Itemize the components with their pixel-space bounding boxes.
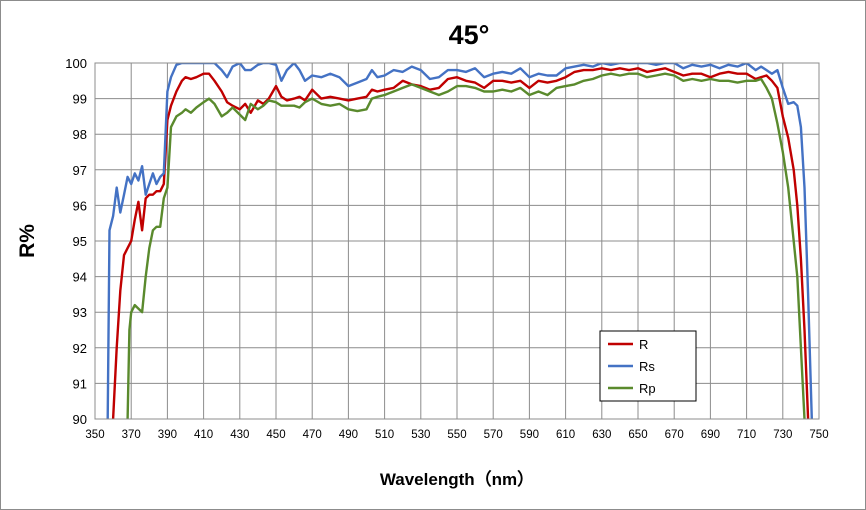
legend-label-r: R (639, 337, 648, 352)
y-tick-labels: 90 91 92 93 94 95 96 97 98 99 100 (65, 56, 87, 427)
x-tick-labels: 350 370 390 410 430 450 470 490 510 530 550 570 590 6… (85, 429, 828, 441)
series-line-rs (106, 63, 813, 419)
plot-border (94, 62, 820, 420)
x-tick-label: 550 (447, 429, 466, 441)
legend: R Rs Rp (599, 330, 697, 402)
x-tick-label: 430 (230, 429, 249, 441)
x-tick-label: 570 (484, 429, 503, 441)
y-axis-label: R% (16, 224, 39, 258)
x-tick-label: 750 (809, 429, 828, 441)
x-tick-label: 690 (701, 429, 720, 441)
x-tick-label: 530 (411, 429, 430, 441)
x-tick-label: 390 (158, 429, 177, 441)
series-lines (106, 63, 813, 419)
y-tick-label: 91 (73, 376, 87, 391)
y-tick-label: 100 (65, 56, 87, 71)
chart-title: 45° (449, 20, 490, 50)
x-tick-label: 450 (266, 429, 285, 441)
y-tick-label: 97 (73, 163, 87, 178)
x-tick-label: 510 (375, 429, 394, 441)
y-tick-label: 99 (73, 92, 87, 107)
x-axis-label: Wavelength（nm） (380, 469, 534, 489)
x-tick-label: 730 (773, 429, 792, 441)
x-tick-label: 370 (122, 429, 141, 441)
x-tick-label: 350 (85, 429, 104, 441)
y-tick-label: 92 (73, 341, 87, 356)
legend-label-rs: Rs (639, 359, 655, 374)
x-tick-label: 470 (303, 429, 322, 441)
y-tick-label: 98 (73, 127, 87, 142)
y-tick-label: 95 (73, 234, 87, 249)
x-tick-label: 670 (665, 429, 684, 441)
grid-lines (94, 62, 820, 420)
x-tick-label: 610 (556, 429, 575, 441)
x-tick-label: 650 (628, 429, 647, 441)
legend-label-rp: Rp (639, 381, 656, 396)
x-tick-label: 710 (737, 429, 756, 441)
y-tick-label: 94 (73, 270, 87, 285)
y-tick-label: 90 (73, 412, 87, 427)
x-tick-label: 490 (339, 429, 358, 441)
x-tick-label: 410 (194, 429, 213, 441)
x-tick-label: 590 (520, 429, 539, 441)
series-line-r (111, 67, 810, 419)
series-line-rp (126, 72, 806, 419)
y-tick-label: 93 (73, 305, 87, 320)
y-tick-label: 96 (73, 198, 87, 213)
x-tick-label: 630 (592, 429, 611, 441)
